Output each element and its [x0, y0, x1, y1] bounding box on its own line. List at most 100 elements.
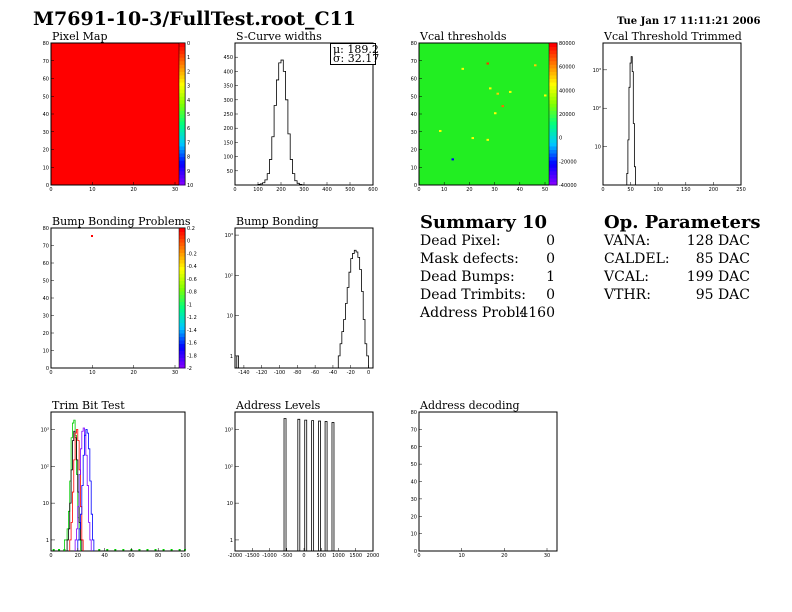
vcal-thresholds-ytick-label: 40 — [411, 112, 417, 118]
vcal-thresholds-outlier — [496, 92, 499, 95]
trimmed-ytick-label: 10² — [593, 106, 601, 112]
address-decoding-ytick-label: 80 — [411, 410, 417, 416]
bump-problems-ytick-label: 60 — [43, 261, 49, 267]
pixel-map-ytick-label: 80 — [43, 41, 49, 47]
pixel-map-colorbar-cell — [179, 82, 185, 87]
scurve-xtick-label: 400 — [322, 187, 332, 193]
trim-bit-xtick-label: 80 — [155, 553, 161, 559]
summary-row-value: 0 — [546, 233, 555, 249]
vcal-thresholds-colorbar-cell — [549, 174, 557, 179]
address-decoding-xtick-label: 30 — [544, 553, 550, 559]
pixel-map-colorbar-cell — [179, 153, 185, 158]
trimmed-histogram — [626, 56, 636, 185]
pixel-map-colorbar-cell — [179, 64, 185, 69]
address-levels-spike — [331, 422, 335, 551]
address-levels-spike — [297, 418, 301, 551]
bump-problems-colorbar-cell — [179, 231, 185, 236]
trim-bit-xtick-label: 100 — [180, 553, 190, 559]
pixel-map-fill — [51, 43, 179, 185]
trim-bit-baseline-point — [58, 549, 61, 551]
vcal-thresholds-colorbar-cell — [549, 131, 557, 136]
bump-problems-colorbar-cell — [179, 305, 185, 309]
bump-problems-colorbar-cell — [179, 252, 185, 257]
vcal-thresholds-colorbar-cell — [549, 89, 557, 94]
scurve-ytick-label: 450 — [223, 55, 233, 61]
scurve-ytick-label: 50 — [227, 169, 233, 175]
vcal-thresholds-colorbar-cell — [549, 121, 557, 126]
address-decoding-title: Address decoding — [420, 399, 520, 412]
vcal-thresholds-colorbar-cell — [549, 167, 557, 172]
bump-bonding-xtick-label: -100 — [274, 370, 285, 376]
address-levels-xtick-label: -500 — [281, 553, 292, 559]
scurve-ytick-label: 100 — [223, 155, 233, 161]
scurve-xtick-label: 200 — [276, 187, 286, 193]
pixel-map-colorbar-cell — [179, 89, 185, 94]
pixel-map-colorbar-cell — [179, 92, 185, 97]
bump-problems-colorbar-cell — [179, 319, 185, 323]
bump-bonding-xtick-label: -60 — [311, 370, 319, 376]
bump-problems-colorbar-cell — [179, 312, 185, 316]
scurve-xtick-label: 500 — [345, 187, 355, 193]
vcal-thresholds-ytick-label: 60 — [411, 77, 417, 83]
trimmed-xtick-label: 150 — [681, 187, 691, 193]
address-decoding-ytick-label: 40 — [411, 480, 417, 486]
vcal-thresholds-ytick-label: 70 — [411, 59, 417, 65]
trim-bit-xtick-label: 0 — [49, 553, 52, 559]
address-levels-ytick-label: 1 — [230, 538, 233, 544]
trim-bit-ytick-label: 1 — [46, 538, 49, 544]
pixel-map-colorbar-cell — [179, 71, 185, 76]
pixel-map-colorbar-cell — [179, 106, 185, 111]
op-param-label: VTHR: — [604, 287, 651, 303]
address-decoding-ytick-label: 0 — [414, 549, 417, 555]
trim-bit-series-1 — [66, 430, 83, 551]
vcal-thresholds-colorbar-cell — [549, 177, 557, 182]
vcal-thresholds-colorbar-cell — [549, 145, 557, 150]
scurve-ytick-label: 400 — [223, 69, 233, 75]
bump-problems-colorbar-cell — [179, 361, 185, 365]
pixel-map-colorbar-cell — [179, 103, 185, 108]
scurve-widths-title: S-Curve widths — [236, 30, 322, 43]
trim-bit-ytick-label: 10² — [41, 464, 49, 470]
bump-problems-xtick-label: 10 — [89, 370, 95, 376]
pixel-map-colorbar-cell — [179, 145, 185, 150]
vcal-thresholds-ytick-label: 30 — [411, 130, 417, 136]
bump-problems-ytick-label: 40 — [43, 296, 49, 302]
vcal-thresholds-colorbar-cell — [549, 99, 557, 104]
address-levels-xtick-label: 2000 — [367, 553, 380, 559]
trim-bit-baseline-point — [52, 549, 55, 551]
pixel-map-ytick-label: 50 — [43, 94, 49, 100]
trim-bit-baseline-point — [162, 549, 165, 551]
pixel-map-ytick-label: 30 — [43, 130, 49, 136]
trimmed-xtick-label: 0 — [601, 187, 604, 193]
op-param-value: 199 DAC — [686, 269, 750, 285]
pixel-map-colorbar-label: 0 — [187, 41, 190, 47]
pixel-map-colorbar-cell — [179, 53, 185, 58]
vcal-thresholds-fill — [419, 43, 549, 185]
bump-problems-colorbar-cell — [179, 263, 185, 267]
pixel-map-colorbar-label: 3 — [187, 84, 190, 90]
trim-bit-ytick-label: 10³ — [41, 428, 49, 434]
bump-problems-colorbar-cell — [179, 249, 185, 253]
vcal-thresholds-outlier — [461, 67, 464, 70]
bump-problems-colorbar-frame — [178, 227, 186, 369]
vcal-thresholds-colorbar-cell — [549, 149, 557, 154]
pixel-map-colorbar-cell — [179, 67, 185, 72]
vcal-thresholds-colorbar-label: 80000 — [559, 41, 575, 47]
trim-bit-baseline-point — [154, 549, 157, 551]
op-param-value: 85 DAC — [695, 251, 750, 267]
address-levels-spike — [324, 421, 328, 551]
bump-problems-colorbar-cell — [179, 256, 185, 260]
address-levels-ytick-label: 10 — [227, 501, 233, 507]
address-decoding-ytick-label: 60 — [411, 445, 417, 451]
pixel-map-colorbar-label: 6 — [187, 126, 190, 132]
vcal-thresholds-colorbar-cell — [549, 74, 557, 79]
pixel-map-colorbar-cell — [179, 46, 185, 51]
address-levels-title: Address Levels — [236, 399, 321, 412]
bump-problems-colorbar-cell — [179, 280, 185, 285]
page-title: M7691-10-3/FullTest.root_C11 — [33, 8, 357, 30]
pixel-map-colorbar-label: 10 — [187, 183, 193, 189]
bump-problems-colorbar-label: -1 — [187, 302, 192, 308]
bump-problems-ytick-label: 0 — [46, 366, 49, 372]
vcal-thresholds-colorbar-label: 40000 — [559, 88, 575, 94]
trimmed-ytick-label: 10 — [595, 145, 601, 151]
